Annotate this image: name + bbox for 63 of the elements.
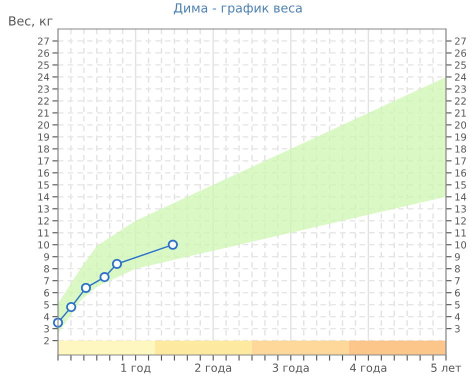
point (99, 272, 110, 282)
y2-tick-label: 22 (455, 97, 466, 105)
x-tick-label: 4 года (350, 364, 386, 374)
y-tick-label: 10 (38, 241, 50, 249)
y-axis-title: Вес, кг (9, 16, 53, 27)
point (66, 302, 76, 312)
y2-tick-label: 27 (455, 37, 466, 45)
y-tick-label: 12 (38, 217, 49, 224)
y2-tick-label: 21 (455, 109, 466, 117)
y-tick-label: 7 (44, 277, 49, 284)
y2-tick-label: 3 (455, 325, 460, 332)
x-tick-label: 1 год (121, 364, 150, 374)
y-tick-label: 24 (38, 73, 50, 81)
y-tick-label: 8 (44, 265, 49, 273)
chart-title: Дима - график веса (174, 3, 302, 16)
y2-tick-label: 11 (455, 229, 466, 236)
y-tick-label: 9 (44, 253, 49, 261)
y2-tick-label: 6 (455, 289, 460, 297)
y-tick-label: 21 (38, 109, 49, 117)
point (112, 258, 122, 269)
y2-tick-label: 18 (455, 145, 466, 153)
y-tick-label: 2 (44, 337, 49, 344)
y-tick-label: 16 (38, 169, 50, 177)
y2-tick-label: 7 (455, 277, 460, 284)
y-tick-label: 22 (38, 97, 49, 105)
y2-tick-label: 24 (455, 73, 466, 81)
y-tick-label: 5 (44, 301, 49, 308)
y2-tick-label: 17 (455, 157, 466, 165)
x-tick-label: 5 лет (431, 364, 462, 372)
y-tick-label: 27 (38, 37, 49, 45)
y-tick-label: 15 (38, 181, 49, 189)
y-tick-label: 17 (38, 157, 49, 165)
y2-tick-label: 20 (455, 121, 466, 129)
y-tick-label: 18 (38, 145, 49, 153)
x-tick-label: 3 года (272, 364, 309, 374)
y2-tick-label: 16 (455, 169, 466, 177)
y-tick-label: 25 (38, 61, 49, 69)
y2-tick-label: 10 (455, 241, 466, 249)
y2-tick-label: 9 (454, 253, 460, 261)
y2-tick-label: 13 (455, 205, 466, 213)
y-tick-label: 3 (44, 325, 49, 332)
y2-tick-label: 25 (455, 61, 466, 69)
y2-tick-label: 15 (455, 181, 466, 189)
point (80, 282, 92, 293)
y-tick-label: 23 (38, 85, 49, 93)
y2-tick-label: 4 (454, 313, 460, 320)
y2-tick-label: 14 (455, 193, 466, 200)
y-tick-label: 19 (38, 133, 49, 141)
y-tick-label: 26 (38, 49, 50, 57)
point (168, 240, 178, 250)
y-tick-label: 6 (44, 289, 50, 297)
y2-tick-label: 19 (455, 133, 466, 141)
y-tick-label: 13 (38, 205, 49, 213)
y-tick-label: 11 (38, 229, 49, 236)
y2-tick-label: 12 (455, 217, 466, 224)
y2-tick-label: 23 (455, 85, 466, 93)
y-tick-label: 20 (38, 121, 50, 129)
y2-tick-label: 8 (454, 265, 460, 273)
y-tick-label: 4 (44, 313, 50, 320)
y2-tick-label: 26 (455, 49, 466, 57)
y-tick-label: 14 (38, 193, 50, 200)
x-tick-label: 2 года (195, 364, 232, 374)
y2-tick-label: 5 (455, 301, 460, 308)
